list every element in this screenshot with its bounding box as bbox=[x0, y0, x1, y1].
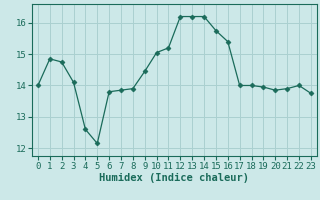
X-axis label: Humidex (Indice chaleur): Humidex (Indice chaleur) bbox=[100, 173, 249, 183]
